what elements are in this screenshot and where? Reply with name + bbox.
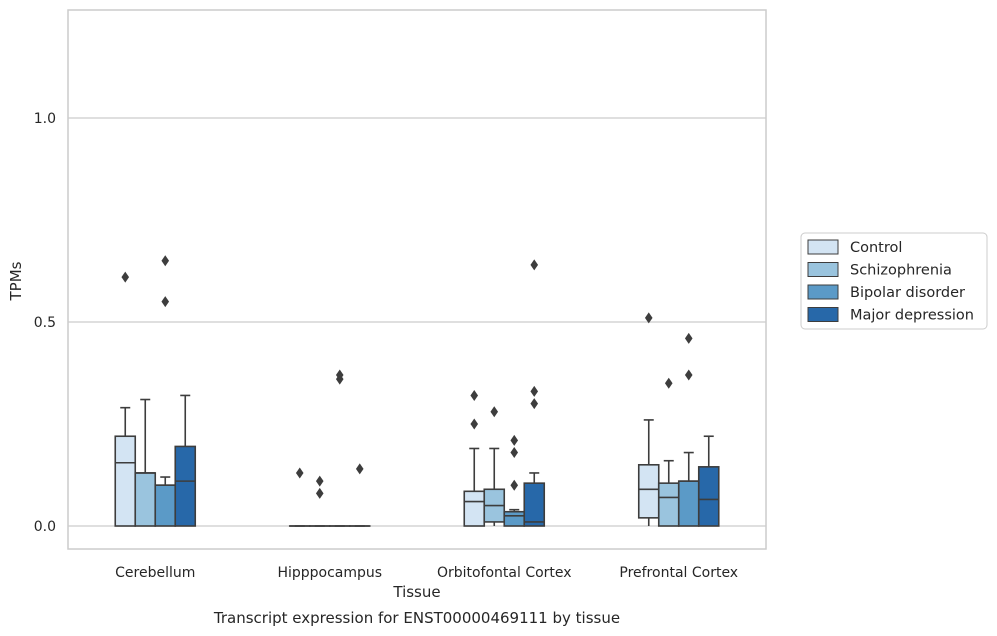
outlier-point (530, 398, 539, 410)
legend-swatch (807, 239, 839, 255)
legend-label: Major depression (850, 308, 974, 324)
y-tick-label: 0.0 (34, 519, 56, 535)
box-major-depression (523, 259, 546, 527)
box-bipolar-disorder (503, 434, 526, 527)
iqr-box (697, 466, 720, 527)
chart-title: Transcript expression for ENST0000046911… (213, 609, 620, 627)
legend-label: Control (850, 240, 902, 256)
box-major-depression (348, 463, 371, 527)
outlier-point (315, 487, 324, 499)
x-axis-ticks: Cerebellum Hipppocampus Orbitofontal Corte… (115, 565, 738, 581)
y-axis-ticks: 0.00.51.01.52.02.5 (34, 111, 56, 535)
y-axis-label: TPMs (7, 261, 25, 301)
box-bipolar-disorder (154, 255, 177, 527)
box-schizophrenia (134, 398, 157, 527)
outlier-point (684, 332, 693, 344)
outlier-point (644, 312, 653, 324)
outlier-point (161, 255, 170, 267)
legend-label: Bipolar disorder (850, 285, 965, 301)
outlier-point (530, 259, 539, 271)
outlier-point (315, 475, 324, 487)
iqr-box (154, 484, 177, 527)
iqr-box (174, 445, 197, 527)
outlier-point (490, 406, 499, 418)
box-bipolar-disorder (677, 332, 700, 527)
legend-swatch (807, 262, 839, 277)
box-schizophrenia (308, 475, 331, 527)
iqr-box (523, 482, 546, 527)
outlier-point (121, 271, 130, 283)
x-tick-label: Prefrontal Cortex (619, 565, 738, 581)
legend-swatch (807, 284, 839, 300)
x-tick-label: Hipppocampus (277, 565, 382, 581)
outlier-point (684, 369, 693, 381)
legend-label: Schizophrenia (850, 263, 952, 279)
iqr-box (134, 472, 157, 527)
outlier-point (510, 434, 519, 446)
legend: Control Schizophrenia Bipolar disorder Majo… (800, 232, 988, 330)
outlier-point (510, 447, 519, 459)
y-tick-label: 1.0 (34, 111, 56, 127)
outlier-point (355, 463, 364, 475)
plot-area-frame (67, 9, 767, 550)
iqr-box (503, 510, 526, 527)
box-control (114, 271, 137, 527)
outlier-point (470, 418, 479, 430)
iqr-box (463, 490, 486, 527)
iqr-box (657, 482, 680, 527)
legend-frame (800, 232, 988, 330)
box-major-depression (697, 435, 720, 527)
box-bipolar-disorder (328, 369, 351, 527)
iqr-box (677, 480, 700, 527)
box-control (288, 467, 311, 527)
outlier-point (335, 369, 344, 381)
outlier-point (664, 377, 673, 389)
box-schizophrenia (483, 406, 506, 526)
outlier-point (161, 296, 170, 308)
box-control (637, 312, 660, 526)
gridlines (68, 117, 766, 527)
box-major-depression (174, 394, 197, 527)
y-tick-label: 0.5 (34, 315, 56, 331)
iqr-box (114, 435, 137, 527)
x-tick-label: Orbitofontal Cortex (437, 565, 572, 581)
x-axis-label: Tissue (392, 583, 440, 601)
outlier-point (530, 385, 539, 397)
x-tick-label: Cerebellum (115, 565, 195, 581)
legend-swatch (807, 307, 839, 322)
outlier-point (295, 467, 304, 479)
outlier-point (510, 479, 519, 491)
outlier-point (470, 389, 479, 401)
iqr-box (637, 463, 660, 519)
boxes (114, 255, 720, 527)
box-control (463, 389, 486, 527)
box-schizophrenia (657, 377, 680, 527)
